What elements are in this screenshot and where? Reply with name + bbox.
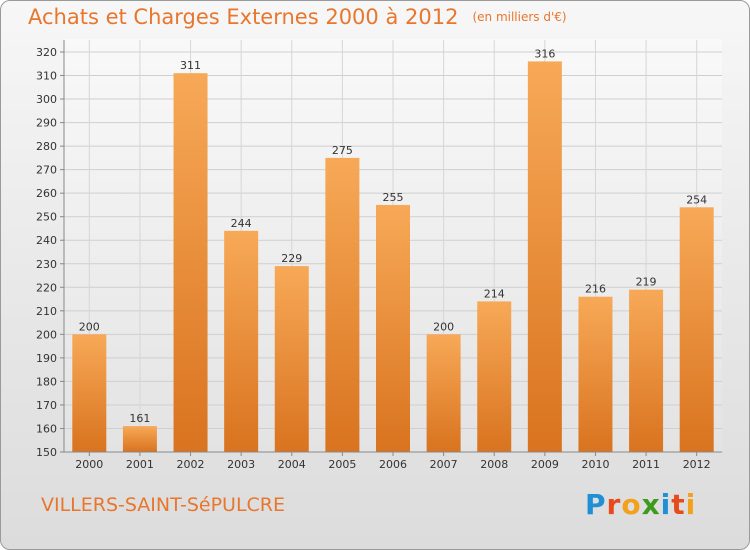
y-tick-label: 310 — [36, 70, 57, 83]
y-tick-label: 190 — [36, 352, 57, 365]
title-text: Achats et Charges Externes 2000 à 2012 — [28, 5, 459, 29]
city-name: VILLERS-SAINT-SéPULCRE — [41, 494, 286, 516]
y-tick-label: 230 — [36, 258, 57, 271]
data-label: 244 — [231, 217, 252, 230]
y-tick-label: 260 — [36, 187, 57, 200]
bar-2012 — [679, 207, 714, 452]
logo-letter: x — [641, 488, 661, 521]
axes: 150 160 170 180 190 200 210 220 230 240 250 260 270 2… — [36, 40, 722, 471]
y-tick-label: 170 — [36, 399, 57, 412]
bar-2004 — [274, 266, 309, 452]
x-tick-label: 2008 — [480, 458, 508, 471]
x-tick-label: 2004 — [278, 458, 306, 471]
x-tick-label: 2012 — [683, 458, 711, 471]
bar-2006 — [376, 204, 410, 452]
logo-letter: i — [660, 488, 672, 521]
y-tick-label: 250 — [36, 211, 57, 224]
bar-2009 — [527, 61, 562, 452]
data-label: 219 — [636, 276, 657, 289]
data-label: 316 — [534, 47, 555, 60]
bar-2010 — [578, 296, 613, 452]
bar-2005 — [325, 157, 360, 452]
logo-letter: i — [685, 488, 697, 521]
proxiti-logo: Proxiti — [585, 488, 696, 521]
logo-letter: t — [671, 488, 686, 521]
data-label: 200 — [79, 320, 100, 333]
x-tick-label: 2009 — [531, 458, 559, 471]
bar-2001 — [122, 426, 157, 452]
bar-2008 — [477, 301, 512, 452]
data-label: 311 — [180, 59, 201, 72]
x-tick-label: 2005 — [328, 458, 356, 471]
data-label: 214 — [484, 287, 505, 300]
y-tick-label: 320 — [36, 46, 57, 59]
y-tick-label: 160 — [36, 422, 57, 435]
logo-letter: P — [585, 488, 607, 521]
y-tick-label: 220 — [36, 281, 57, 294]
logo-letter: o — [621, 488, 642, 521]
x-tick-label: 2011 — [632, 458, 660, 471]
data-label: 255 — [383, 191, 404, 204]
logo-letter: r — [606, 488, 622, 521]
x-tick-label: 2006 — [379, 458, 407, 471]
x-tick-label: 2010 — [581, 458, 609, 471]
bar-2002 — [173, 73, 208, 453]
bar-2007 — [426, 334, 461, 452]
y-tick-label: 150 — [36, 446, 57, 459]
x-tick-label: 2002 — [177, 458, 205, 471]
chart-subtitle: (en milliers d'€) — [472, 10, 567, 24]
x-tick-label: 2000 — [75, 458, 103, 471]
chart-title: Achats et Charges Externes 2000 à 2012 (e… — [28, 5, 567, 29]
data-label: 229 — [281, 252, 302, 265]
data-label: 161 — [129, 412, 150, 425]
y-tick-label: 210 — [36, 305, 57, 318]
y-tick-label: 280 — [36, 140, 57, 153]
y-tick-label: 240 — [36, 234, 57, 247]
data-label: 200 — [433, 320, 454, 333]
bar-2011 — [629, 289, 664, 452]
x-tick-label: 2001 — [126, 458, 154, 471]
y-tick-label: 270 — [36, 164, 57, 177]
bar-2003 — [224, 230, 259, 452]
y-tick-label: 180 — [36, 375, 57, 388]
y-tick-label: 200 — [36, 328, 57, 341]
data-label: 254 — [686, 193, 707, 206]
y-tick-label: 290 — [36, 117, 57, 130]
x-tick-label: 2003 — [227, 458, 255, 471]
x-tick-label: 2007 — [430, 458, 458, 471]
bars: 200 161 311 244 229 275 255 200 214 316 216 219 254 — [72, 47, 714, 453]
y-tick-label: 300 — [36, 93, 57, 106]
data-label: 216 — [585, 283, 606, 296]
data-label: 275 — [332, 144, 353, 157]
bar-2000 — [72, 334, 107, 452]
